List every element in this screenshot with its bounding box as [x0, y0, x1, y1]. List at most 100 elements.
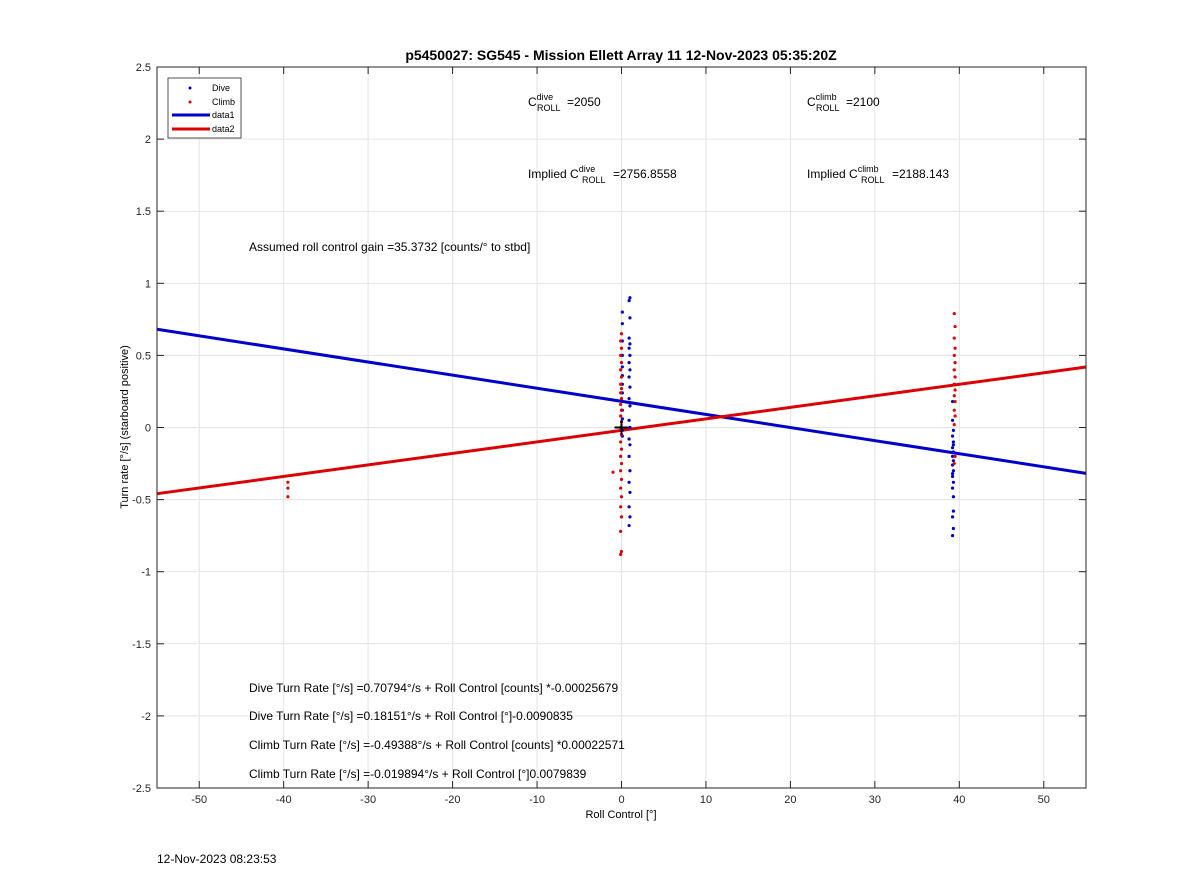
dive-point: [951, 459, 956, 463]
dive-point: [627, 361, 631, 365]
x-tick-label: -40: [276, 794, 292, 806]
climb-point: [619, 339, 623, 343]
data-points: [286, 296, 957, 556]
dive-degrees-equation: Dive Turn Rate [°/s] =0.18151°/s + Roll …: [249, 709, 573, 723]
c-roll-climb-annotation: Cclimb ROLL =2100: [807, 92, 880, 113]
legend-dive-marker: [188, 86, 192, 90]
dive-point: [951, 526, 956, 531]
climb-point: [619, 495, 624, 499]
dive-point: [950, 399, 955, 404]
x-tick-label: 10: [700, 794, 712, 806]
climb-point: [953, 454, 957, 458]
x-tick-label: 30: [869, 794, 881, 806]
dive-point: [627, 454, 631, 458]
dive-point: [950, 472, 955, 476]
dive-point: [628, 425, 632, 430]
climb-point: [953, 346, 957, 350]
climb-point: [952, 394, 956, 398]
dive-point: [951, 428, 956, 432]
legend-climb-marker: [188, 100, 192, 104]
dive-point: [950, 434, 955, 438]
climb-point: [952, 336, 956, 340]
y-tick-label: -2.5: [132, 783, 151, 795]
climb-point: [952, 311, 956, 316]
dive-point: [620, 310, 624, 314]
climb-point: [286, 495, 290, 499]
climb-point: [952, 353, 956, 357]
climb-point: [619, 332, 624, 336]
dive-point: [627, 418, 631, 422]
x-tick-label: -10: [529, 794, 545, 806]
dive-point: [627, 437, 631, 441]
dive-point: [950, 418, 955, 422]
climb-point: [619, 440, 623, 444]
climb-point: [286, 486, 290, 490]
dive-point: [950, 454, 955, 458]
y-tick-label: 1.5: [136, 206, 151, 218]
y-tick-label: -1.5: [132, 639, 151, 651]
climb-point: [952, 461, 956, 466]
dive-point: [627, 523, 631, 528]
dive-counts-equation: Dive Turn Rate [°/s] =0.70794°/s + Roll …: [249, 681, 618, 695]
y-tick-label: 0: [145, 423, 151, 435]
dive-point: [627, 480, 631, 484]
x-tick-label: 20: [784, 794, 796, 806]
dive-point: [627, 505, 631, 509]
dive-point: [950, 474, 955, 479]
climb-point: [619, 529, 623, 533]
dive-point: [627, 346, 631, 350]
gain-annotation: Assumed roll control gain =35.3732 [coun…: [249, 240, 530, 254]
dive-point: [628, 296, 632, 300]
dive-point: [951, 469, 956, 473]
c-roll-dive-annotation: Cdive ROLL =2050: [528, 92, 601, 113]
tick-marks: [157, 66, 1086, 789]
y-tick-label: 0.5: [136, 350, 151, 362]
x-tick-label: -20: [445, 794, 461, 806]
climb-point: [953, 414, 957, 418]
x-axis-label: Roll Control [°]: [585, 809, 656, 821]
climb-point: [619, 447, 624, 451]
dive-point: [620, 322, 624, 326]
dive-point: [628, 515, 632, 519]
climb-point: [611, 470, 615, 474]
dive-point: [627, 299, 631, 303]
dive-point: [627, 336, 631, 340]
y-tick-label: 2.5: [136, 62, 151, 74]
climb-point: [619, 382, 623, 386]
y-tick-label: -1: [141, 567, 151, 579]
legend-climb-label: Climb: [212, 97, 235, 107]
climb-point: [619, 346, 624, 350]
climb-point: [952, 423, 956, 427]
climb-point: [952, 368, 956, 372]
legend: Dive Climb data1 data2: [167, 77, 242, 139]
dive-point: [950, 446, 955, 450]
climb-point: [619, 375, 624, 379]
dive-point: [628, 443, 632, 447]
climb-point: [619, 386, 624, 391]
implied-c-roll-climb-annotation: Implied Cclimb ROLL =2188.143: [807, 164, 949, 185]
dive-point: [950, 486, 955, 490]
chart-title: p5450027: SG545 - Mission Ellett Array 1…: [405, 47, 837, 63]
y-tick-label: 1: [145, 278, 151, 290]
dive-point: [951, 440, 956, 444]
climb-point: [619, 353, 623, 357]
dive-point: [627, 397, 631, 401]
dive-point: [951, 450, 956, 454]
climb-point: [286, 480, 290, 484]
legend-data1-label: data1: [212, 110, 235, 120]
dive-point: [950, 534, 955, 538]
climb-point: [952, 382, 956, 386]
climb-point: [619, 414, 623, 418]
dive-point: [951, 480, 956, 484]
footer-timestamp: 12-Nov-2023 08:23:53: [157, 852, 277, 866]
y-tick-label: 2: [145, 134, 151, 146]
climb-point: [953, 388, 957, 392]
implied-c-roll-dive-annotation: Implied Cdive ROLL =2756.8558: [528, 164, 677, 185]
climb-point: [619, 454, 623, 458]
dive-point: [627, 375, 631, 379]
dive-point: [628, 469, 632, 473]
climb-point: [619, 402, 623, 407]
dive-point: [628, 385, 632, 389]
climb-point: [619, 391, 623, 395]
dive-point: [951, 509, 956, 513]
